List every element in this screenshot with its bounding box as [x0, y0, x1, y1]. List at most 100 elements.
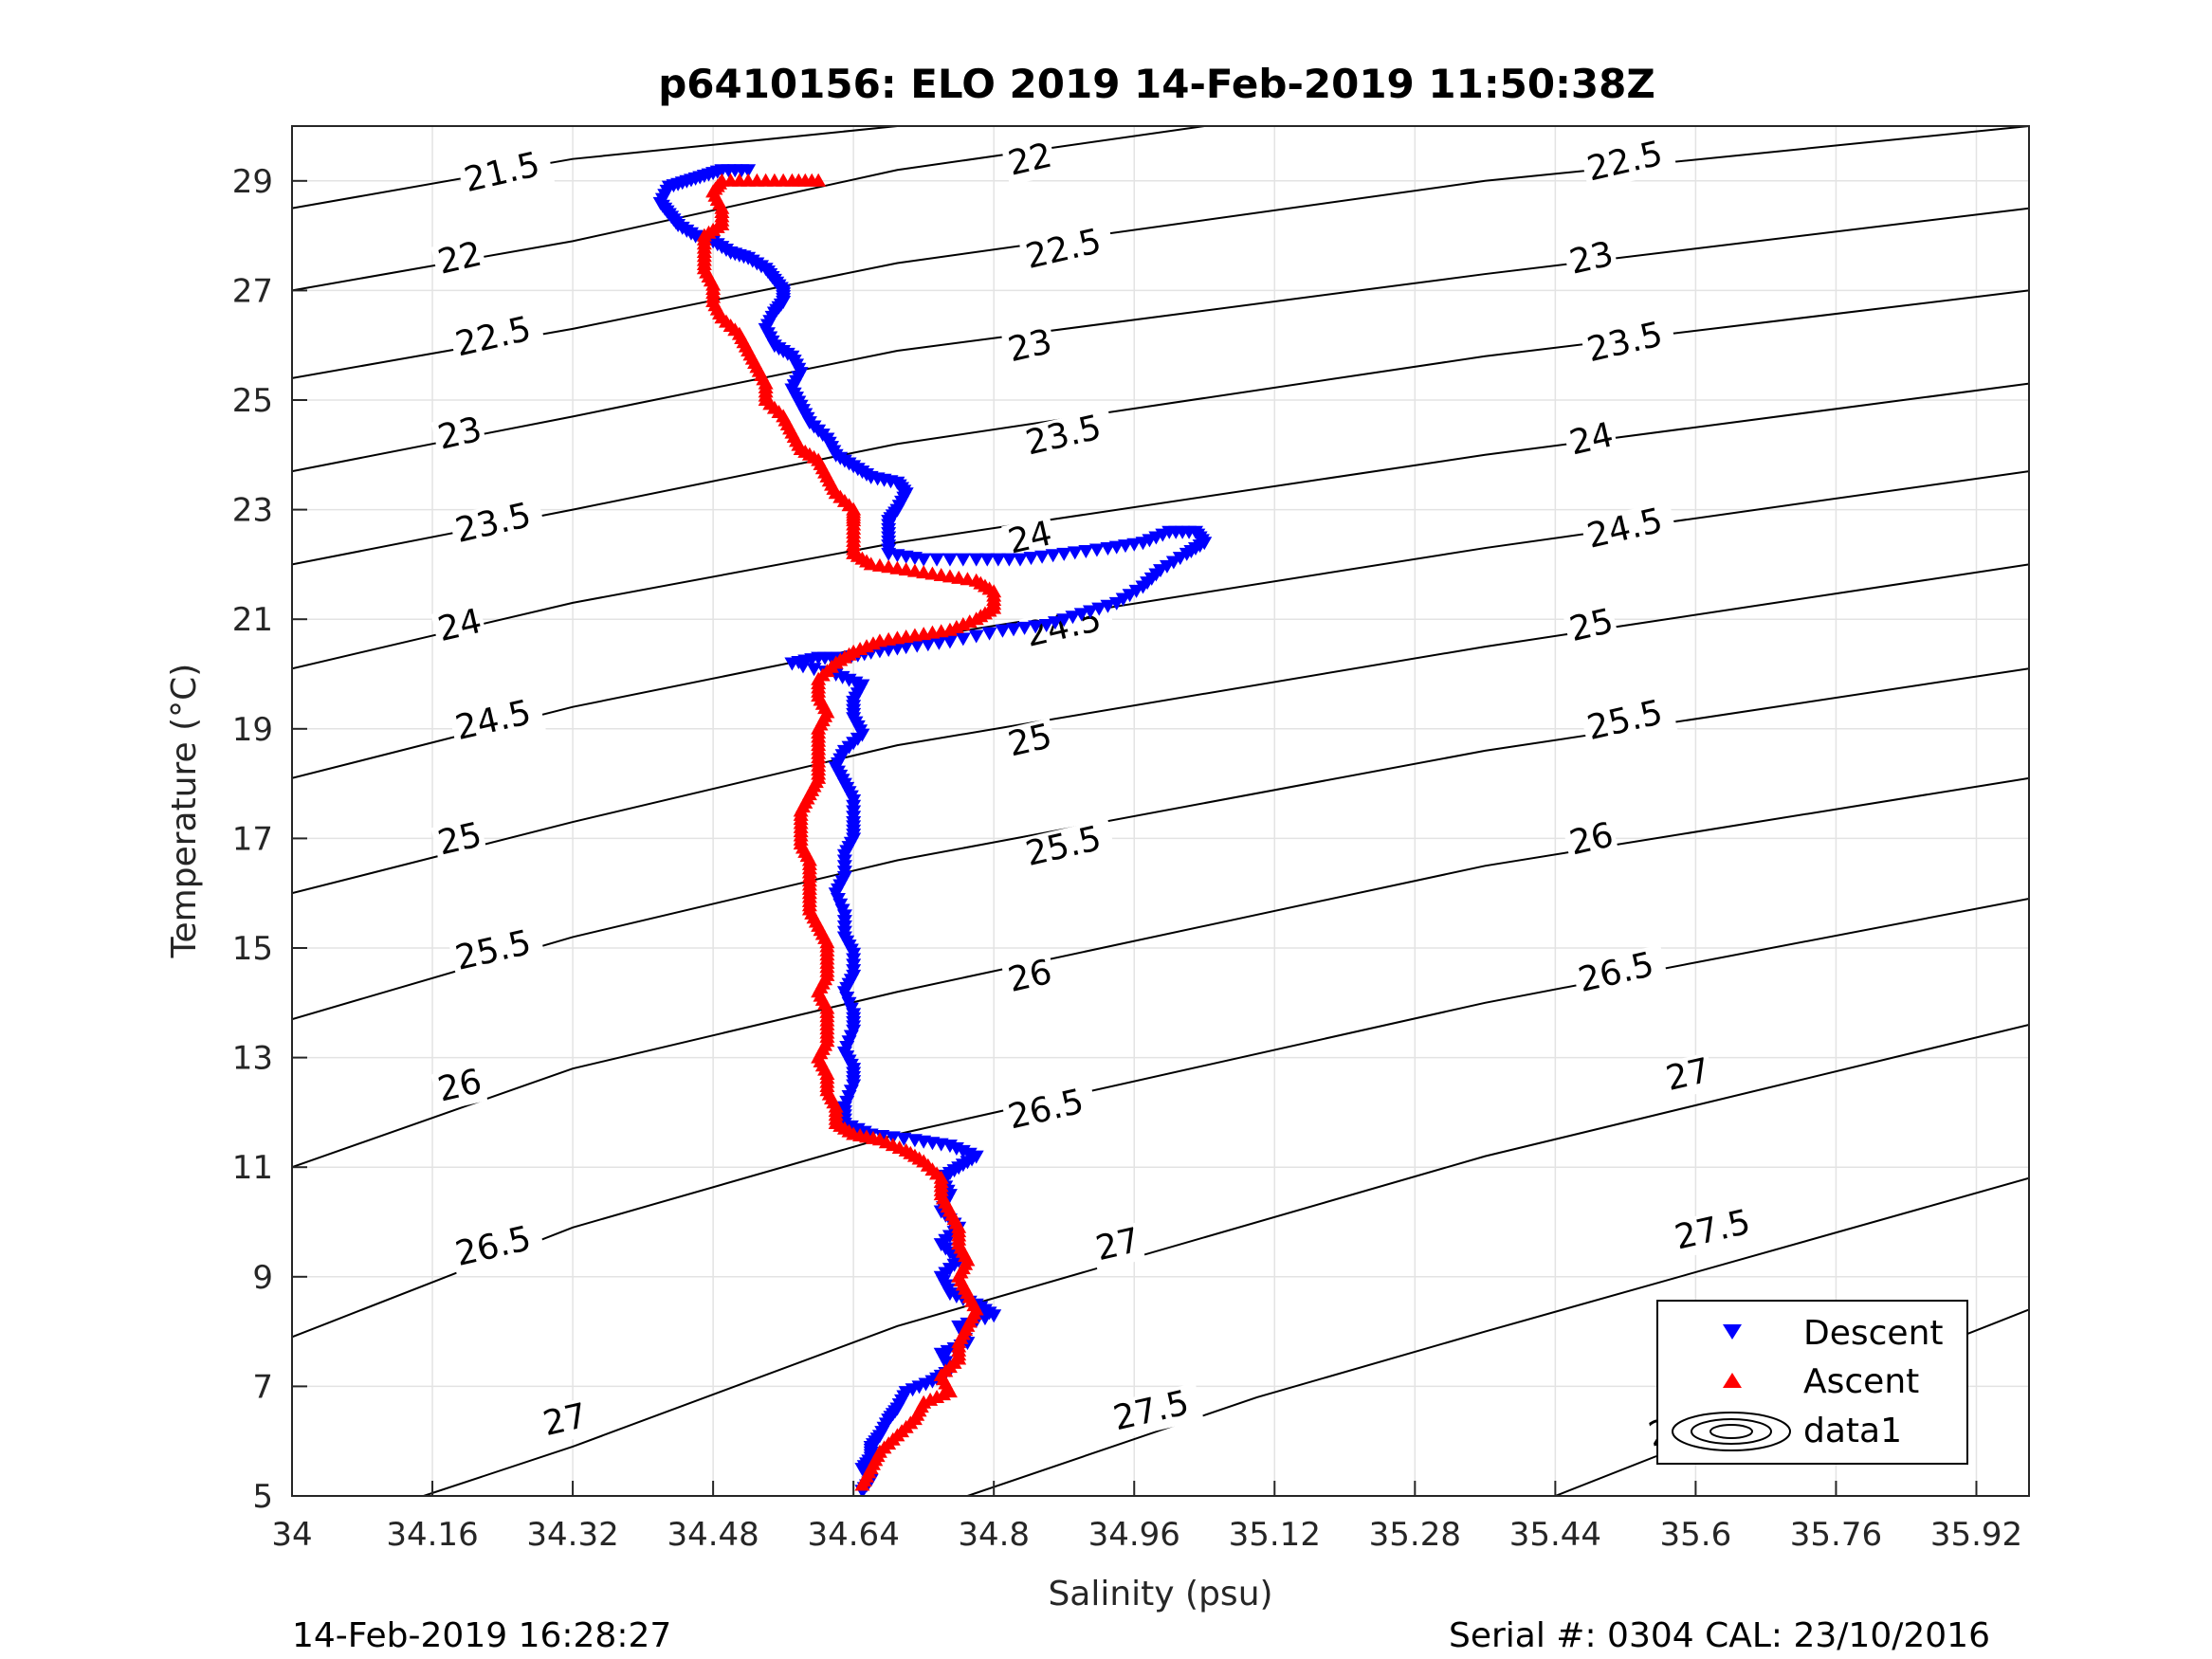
series-ascent [696, 173, 1002, 1491]
contour-label-mask [430, 816, 488, 866]
descent-point [1056, 547, 1072, 561]
contour-label: 25 [1566, 602, 1618, 649]
y-tick-label: 11 [232, 1149, 273, 1187]
contour-label-mask [457, 144, 555, 203]
density-contour-21.5 [292, 126, 898, 210]
descent-point [1023, 552, 1039, 566]
density-contour-labels: 21.52222.52323.52424.52525.52626.5272222… [430, 133, 1765, 1457]
descent-point [1078, 544, 1094, 558]
descent-point [955, 632, 971, 647]
legend-data1-label: data1 [1803, 1412, 1902, 1450]
legend-ascent-label: Ascent [1803, 1362, 1919, 1401]
descent-point [1179, 547, 1195, 561]
contour-label: 22 [434, 235, 485, 283]
descent-point [1126, 538, 1143, 552]
descent-point [1028, 620, 1044, 634]
descent-point [1016, 621, 1033, 635]
footer-serial-cal: Serial #: 0304 CAL: 23/10/2016 [1449, 1616, 1990, 1655]
legend-contour-icon [1672, 1412, 1791, 1451]
y-tick-label: 21 [232, 601, 273, 639]
x-tick-label: 35.12 [1229, 1516, 1321, 1554]
contour-label-mask [1563, 603, 1619, 651]
x-tick-label: 35.44 [1509, 1516, 1601, 1554]
density-contour-27.5 [967, 1176, 2029, 1496]
contour-label: 24 [434, 602, 485, 649]
x-axis-label: Salinity (psu) [1048, 1575, 1272, 1613]
contour-label: 24 [1566, 415, 1618, 463]
contour-label: 22 [1005, 137, 1056, 184]
descent-point [1117, 539, 1133, 554]
contour-label-mask [430, 236, 488, 284]
descent-point [896, 1132, 912, 1146]
contour-label: 23 [434, 410, 485, 458]
contour-label-mask [536, 1397, 594, 1447]
contour-label-mask [1001, 954, 1058, 1002]
descent-point [1088, 543, 1105, 557]
descent-point [1165, 556, 1181, 570]
descent-point [968, 553, 984, 567]
x-tick-label: 34.32 [526, 1516, 618, 1554]
contour-label-mask [1001, 323, 1058, 373]
legend-ascent-marker [1723, 1373, 1742, 1388]
y-tick-label: 29 [232, 163, 273, 201]
contour-label: 27 [539, 1396, 591, 1444]
x-tick-label: 35.28 [1369, 1516, 1461, 1554]
y-axis-label: Temperature (°C) [165, 664, 204, 959]
descent-point [909, 639, 925, 653]
x-tick-label: 34.64 [807, 1516, 899, 1554]
descent-point [929, 553, 945, 567]
contour-label: 25 [1005, 717, 1056, 764]
chart-title: p6410156: ELO 2019 14-Feb-2019 11:50:38Z [658, 61, 1655, 107]
descent-point [1012, 553, 1028, 567]
descent-point [1006, 623, 1022, 637]
contour-label: 23 [1566, 235, 1618, 283]
descent-point [1115, 592, 1131, 607]
contour-label-mask [1580, 314, 1678, 373]
y-tick-label: 13 [232, 1040, 273, 1078]
x-tick-label: 34 [271, 1516, 312, 1554]
descent-point [968, 629, 984, 644]
descent-point [931, 636, 947, 650]
contour-label: 27 [1092, 1221, 1143, 1268]
y-tick-label: 23 [232, 492, 273, 530]
x-tick-label: 34.96 [1088, 1516, 1180, 1554]
descent-point [990, 553, 1006, 567]
contour-label-mask [1088, 1222, 1146, 1271]
grid-lines [291, 126, 2029, 1497]
contour-label-mask [1580, 501, 1678, 558]
contour-label-mask [1563, 236, 1619, 284]
x-axis-ticks: 34 34.16 34.32 34.48 34.64 34.8 34.96 35.12 35.2… [271, 1481, 2022, 1554]
descent-point [1045, 549, 1061, 563]
descent-point [955, 553, 971, 567]
descent-point [1172, 552, 1188, 566]
contour-label-mask [430, 603, 488, 651]
y-tick-label: 5 [252, 1478, 273, 1516]
contour-label-mask [430, 1063, 488, 1112]
contour-label-mask [448, 1218, 546, 1276]
contour-label-mask [1018, 407, 1117, 465]
x-tick-label: 35.6 [1660, 1516, 1732, 1554]
contour-label-mask [1018, 221, 1117, 279]
y-tick-label: 9 [252, 1259, 273, 1297]
legend-box [1656, 1300, 1968, 1465]
data-points [652, 164, 1213, 1496]
descent-point [1038, 618, 1054, 632]
contour-label-mask [430, 410, 488, 460]
contour-label-mask [1668, 1201, 1765, 1260]
contour-label-mask [1580, 692, 1678, 751]
descent-point [995, 624, 1011, 638]
contour-label: 26 [434, 1062, 485, 1109]
contour-label-mask [1580, 133, 1678, 191]
descent-point [1067, 546, 1083, 560]
contour-label-mask [1001, 137, 1058, 186]
descent-point [1108, 540, 1124, 555]
contour-label-mask [448, 308, 546, 367]
y-tick-label: 19 [232, 711, 273, 749]
descent-point [920, 638, 936, 652]
y-tick-label: 27 [232, 272, 273, 310]
legend: Descent Ascent data1 [1656, 1300, 1968, 1465]
contour-label: 23 [1005, 322, 1056, 370]
y-tick-label: 15 [232, 930, 273, 968]
descent-point [1034, 550, 1051, 564]
